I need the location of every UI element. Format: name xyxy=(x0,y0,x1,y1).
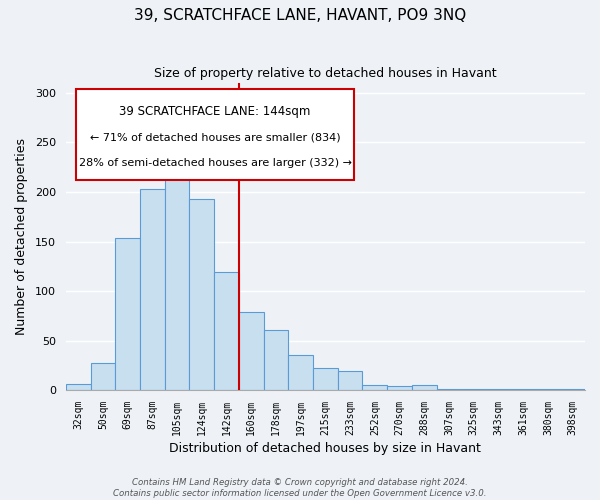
Text: 28% of semi-detached houses are larger (332) →: 28% of semi-detached houses are larger (… xyxy=(79,158,352,168)
Bar xyxy=(536,389,560,390)
Bar xyxy=(511,389,536,390)
Bar xyxy=(387,386,412,390)
Bar xyxy=(486,389,511,390)
Bar xyxy=(560,389,585,390)
Bar xyxy=(115,238,140,390)
Bar xyxy=(412,385,437,390)
Bar xyxy=(239,312,263,390)
Title: Size of property relative to detached houses in Havant: Size of property relative to detached ho… xyxy=(154,68,497,80)
Bar xyxy=(338,372,362,390)
Text: 39 SCRATCHFACE LANE: 144sqm: 39 SCRATCHFACE LANE: 144sqm xyxy=(119,104,311,118)
Bar xyxy=(437,389,461,390)
X-axis label: Distribution of detached houses by size in Havant: Distribution of detached houses by size … xyxy=(169,442,481,455)
Bar xyxy=(362,385,387,390)
Bar xyxy=(214,272,239,390)
Bar xyxy=(66,384,91,390)
Text: Contains HM Land Registry data © Crown copyright and database right 2024.
Contai: Contains HM Land Registry data © Crown c… xyxy=(113,478,487,498)
FancyBboxPatch shape xyxy=(76,89,354,180)
Bar xyxy=(289,356,313,390)
Text: 39, SCRATCHFACE LANE, HAVANT, PO9 3NQ: 39, SCRATCHFACE LANE, HAVANT, PO9 3NQ xyxy=(134,8,466,22)
Bar xyxy=(461,389,486,390)
Bar xyxy=(313,368,338,390)
Bar xyxy=(140,189,164,390)
Bar xyxy=(190,199,214,390)
Bar xyxy=(91,364,115,390)
Y-axis label: Number of detached properties: Number of detached properties xyxy=(15,138,28,335)
Bar xyxy=(164,142,190,390)
Text: ← 71% of detached houses are smaller (834): ← 71% of detached houses are smaller (83… xyxy=(90,132,340,142)
Bar xyxy=(263,330,289,390)
